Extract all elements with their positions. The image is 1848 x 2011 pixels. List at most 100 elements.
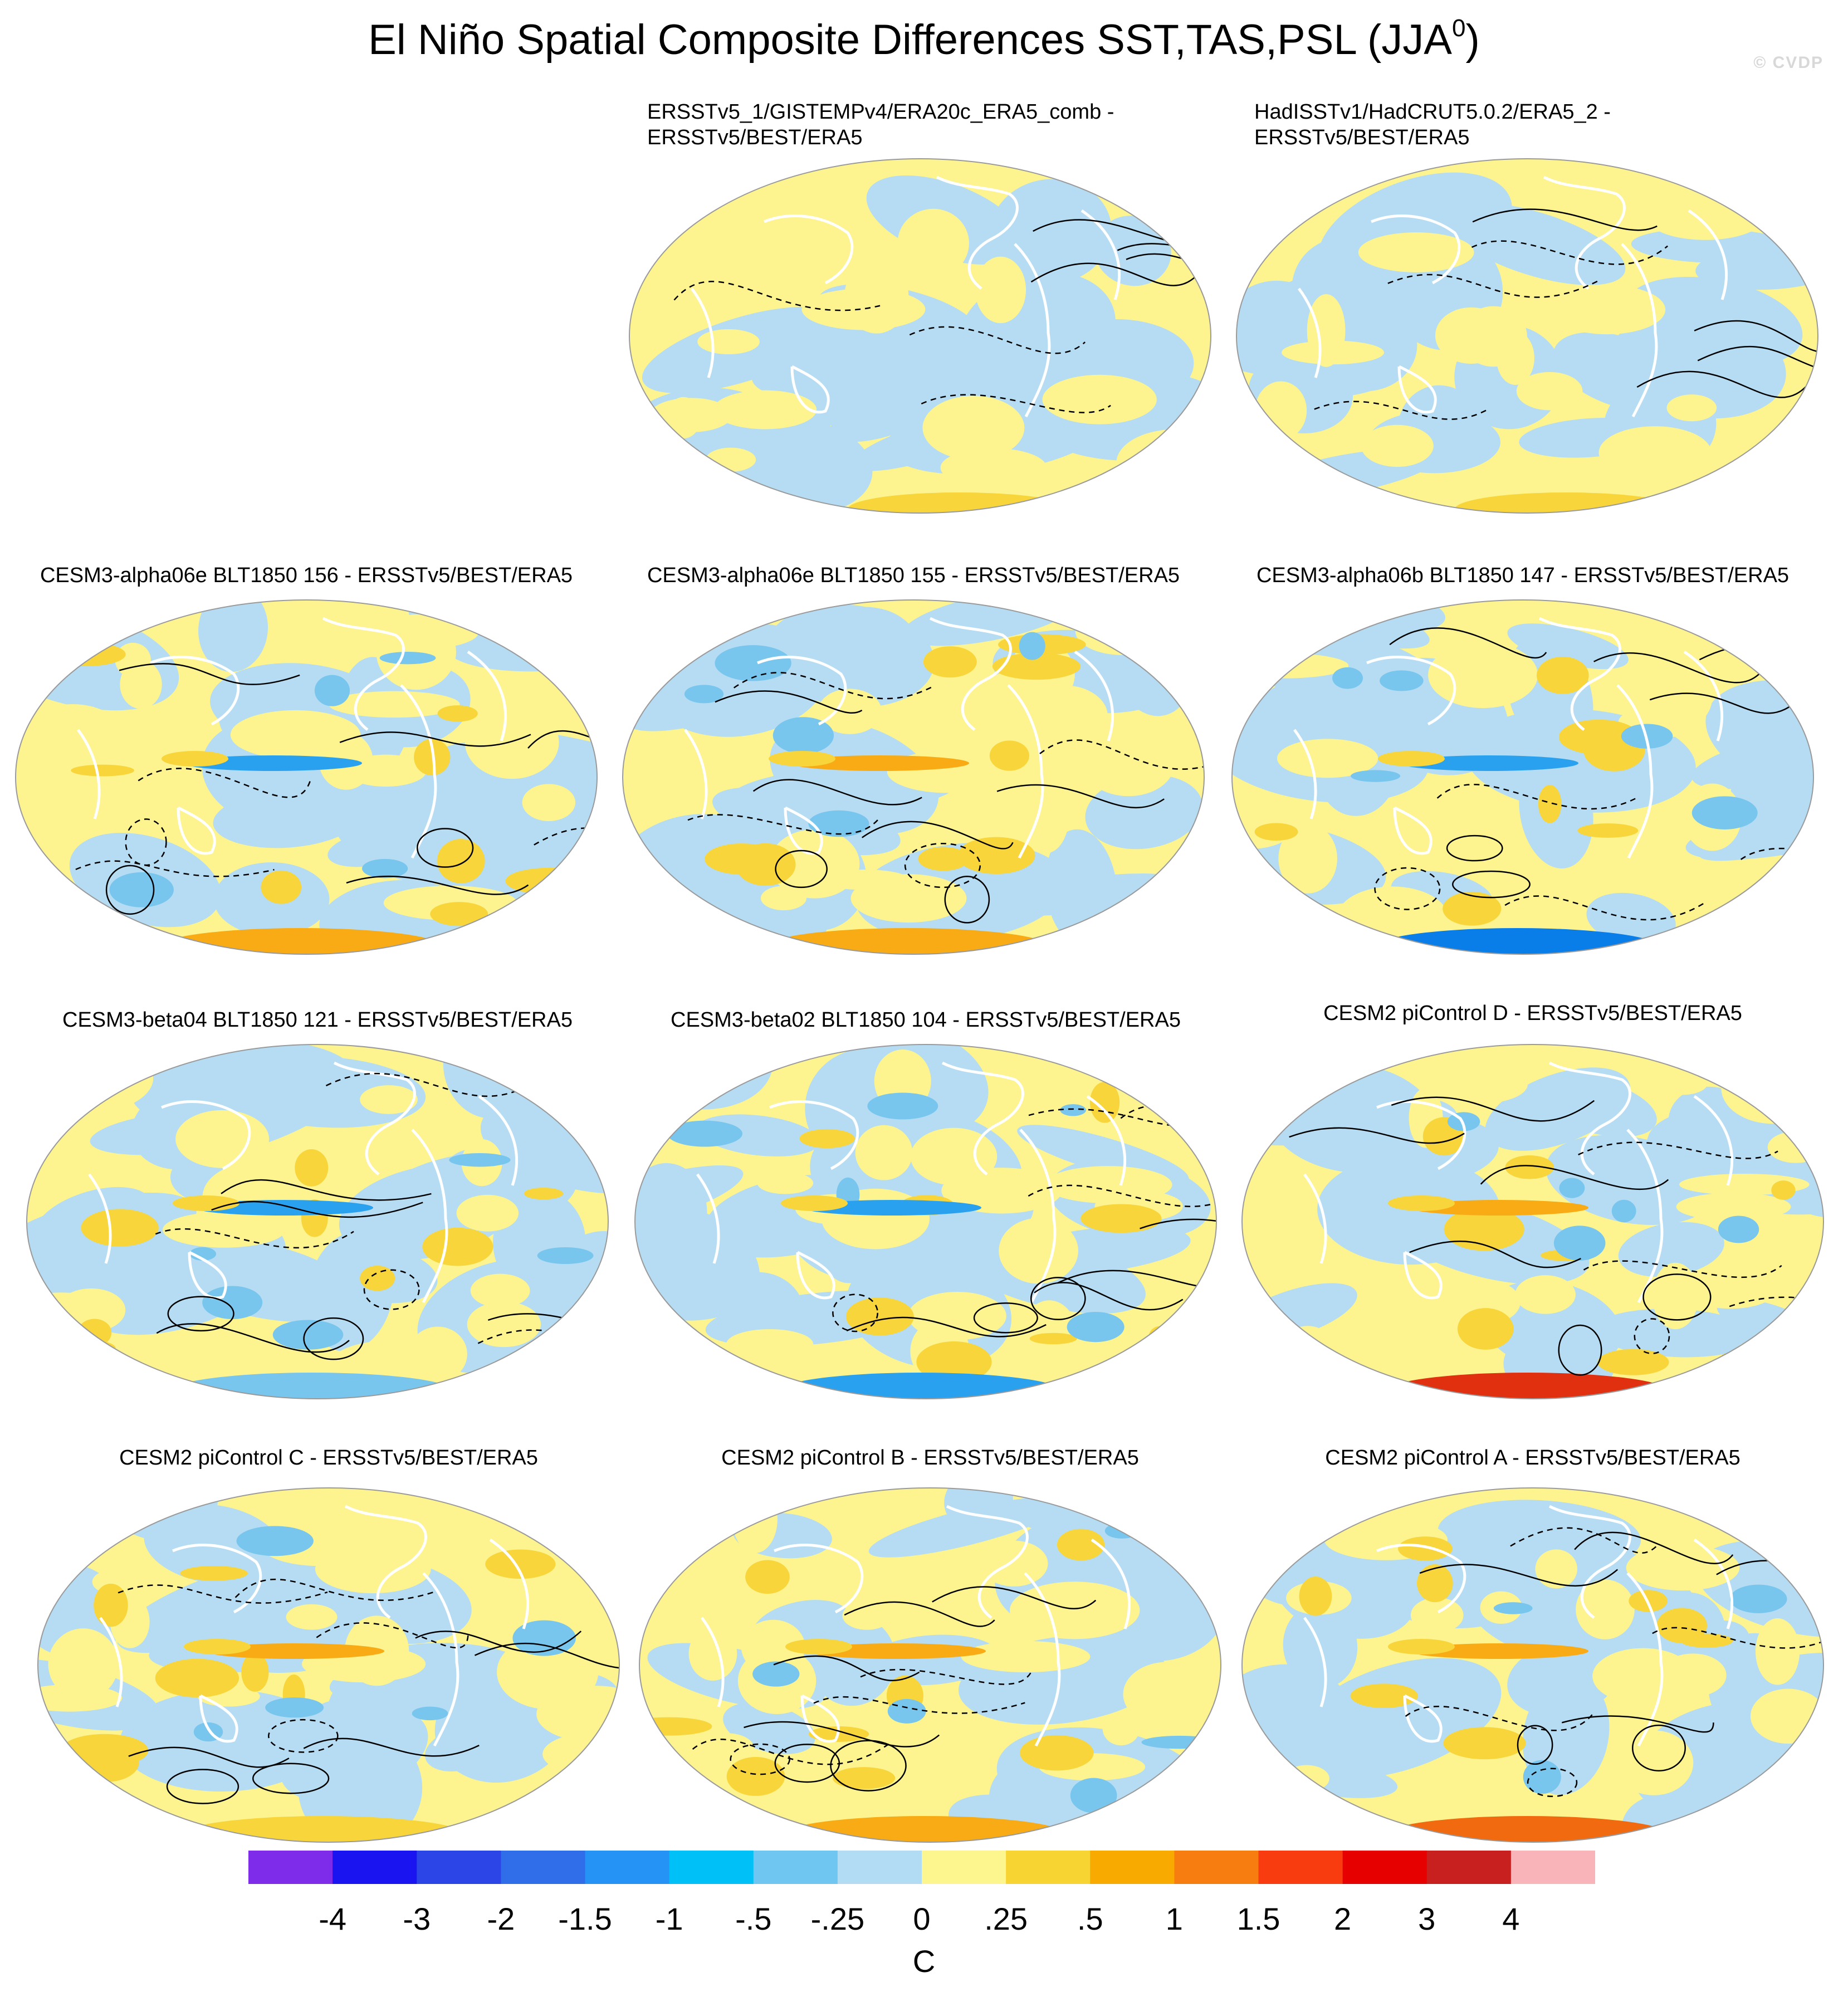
positive-anomaly-region xyxy=(705,843,779,875)
map-boundary xyxy=(639,1487,1221,1843)
psl-contour xyxy=(1389,627,1547,659)
positive-anomaly-region xyxy=(1404,783,1454,839)
positive-anomaly-region xyxy=(1755,1618,1800,1685)
antarctic-anomaly xyxy=(775,1373,1065,1399)
colorbar-swatch xyxy=(1174,1851,1259,1884)
psl-contour xyxy=(921,394,1111,413)
psl-contour xyxy=(1314,401,1487,420)
coastline xyxy=(87,1173,112,1264)
positive-anomaly-region xyxy=(348,615,478,650)
positive-anomaly-region xyxy=(27,1044,154,1114)
coastline xyxy=(757,656,847,726)
psl-contour xyxy=(1034,1282,1184,1311)
map-boundary xyxy=(37,1487,620,1843)
map-boundary xyxy=(622,599,1205,955)
positive-anomaly-region xyxy=(524,1187,564,1200)
positive-anomaly-region xyxy=(658,196,760,227)
equatorial-pacific-anomaly xyxy=(808,1643,986,1659)
positive-anomaly-region xyxy=(1516,372,1583,411)
positive-anomaly-region xyxy=(850,874,967,923)
coastline xyxy=(1621,243,1658,418)
coastline xyxy=(150,656,240,726)
positive-anomaly-region xyxy=(329,691,460,718)
coastline xyxy=(1007,684,1044,859)
positive-anomaly-region xyxy=(732,1488,778,1554)
coastline xyxy=(946,1505,1029,1619)
positive-anomaly-region xyxy=(485,1549,556,1579)
negative-anomaly-region xyxy=(1019,632,1045,660)
psl-contour xyxy=(155,1228,354,1249)
negative-anomaly-region xyxy=(944,1488,1013,1531)
panel-title: CESM2 piControl C - ERSSTv5/BEST/ERA5 xyxy=(119,1446,538,1470)
positive-anomaly-region xyxy=(360,1085,418,1114)
coastline xyxy=(1538,617,1621,731)
negative-anomaly-region xyxy=(751,314,961,398)
western-pacific-anomaly xyxy=(1388,1195,1455,1211)
psl-contour xyxy=(1652,1626,1823,1649)
psl-contour xyxy=(861,821,1014,850)
psl-contour xyxy=(830,1740,907,1792)
map-canvas xyxy=(1241,1044,1824,1399)
positive-anomaly-region xyxy=(649,398,732,432)
map-canvas xyxy=(634,1044,1217,1399)
colorbar-swatch xyxy=(1510,1851,1595,1884)
psl-contour xyxy=(1471,240,1668,265)
positive-anomaly-region xyxy=(713,390,817,429)
psl-contour xyxy=(221,1179,432,1201)
positive-anomaly-region xyxy=(180,1566,248,1581)
positive-anomaly-region xyxy=(1597,1349,1669,1375)
psl-contour xyxy=(744,1721,940,1748)
psl-contour xyxy=(1583,1260,1782,1278)
coastline xyxy=(1683,650,1723,741)
positive-anomaly-region xyxy=(1123,1662,1212,1727)
coastline xyxy=(1091,1538,1131,1629)
positive-anomaly-region xyxy=(1148,1326,1172,1350)
positive-anomaly-region xyxy=(1282,340,1384,365)
panel-title: CESM2 piControl A - ERSSTv5/BEST/ERA5 xyxy=(1325,1446,1741,1470)
positive-anomaly-region xyxy=(175,1110,270,1168)
psl-contour xyxy=(527,730,597,763)
negative-anomaly-region xyxy=(1611,1199,1636,1223)
positive-anomaly-region xyxy=(1460,306,1527,367)
coastline xyxy=(1014,243,1051,418)
western-pacific-anomaly xyxy=(184,1639,251,1654)
antarctic-anomaly xyxy=(1372,928,1662,954)
negative-anomaly-region xyxy=(378,1151,577,1234)
negative-anomaly-region xyxy=(1759,1778,1823,1792)
negative-anomaly-region xyxy=(272,1320,344,1350)
positive-anomaly-region xyxy=(120,660,162,709)
negative-anomaly-region xyxy=(449,1153,511,1167)
antarctic-anomaly xyxy=(1382,1373,1672,1399)
map-canvas xyxy=(1231,599,1814,955)
map-panel-10: CESM2 piControl B - ERSSTv5/BEST/ERA5 xyxy=(629,1445,1231,1868)
psl-contour xyxy=(1140,1218,1216,1240)
colorbar-tick-label: 4 xyxy=(1502,1901,1520,1936)
positive-anomaly-region xyxy=(1443,1727,1526,1760)
colorbar-tick-label: .5 xyxy=(1077,1901,1103,1936)
positive-anomaly-region xyxy=(81,1209,159,1247)
negative-anomaly-region xyxy=(1493,1602,1533,1614)
map-field xyxy=(629,159,1211,513)
panel-title: CESM3-beta02 BLT1850 104 - ERSSTv5/BEST/… xyxy=(671,1008,1181,1032)
positive-anomaly-region xyxy=(1275,1326,1341,1399)
positive-anomaly-region xyxy=(1410,1597,1464,1633)
coastline xyxy=(1543,175,1626,290)
panel-title: CESM2 piControl D - ERSSTv5/BEST/ERA5 xyxy=(1323,1002,1742,1025)
coastline xyxy=(1693,1095,1733,1186)
psl-contour xyxy=(692,1739,891,1765)
antarctic-anomaly xyxy=(848,492,1070,513)
positive-anomaly-region xyxy=(94,1583,128,1627)
coastline xyxy=(177,806,216,855)
positive-anomaly-region xyxy=(1020,1735,1094,1771)
colorbar-swatch xyxy=(585,1851,670,1884)
psl-contour xyxy=(1446,834,1503,862)
positive-anomaly-region xyxy=(922,396,1025,460)
negative-anomaly-region xyxy=(867,1092,938,1120)
colorbar-tick-label: -4 xyxy=(319,1901,347,1936)
psl-contour xyxy=(252,1763,330,1794)
negative-anomaly-region xyxy=(1691,796,1758,829)
psl-contour xyxy=(1649,692,1803,714)
psl-contour xyxy=(752,779,922,806)
colorbar-swatch xyxy=(501,1851,585,1884)
negative-anomaly-region xyxy=(412,1706,448,1721)
